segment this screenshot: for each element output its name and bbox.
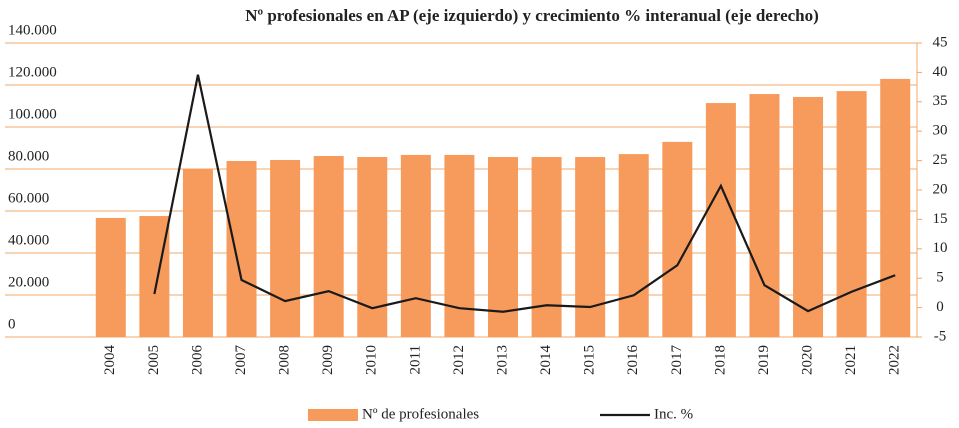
legend-swatch [308, 409, 358, 421]
bar [749, 94, 780, 337]
bar [313, 155, 344, 337]
bar [575, 157, 606, 337]
x-tick-label: 2014 [538, 345, 554, 376]
bar [662, 141, 693, 337]
y2-tick-label: -5 [934, 328, 947, 344]
y-tick-label: 20.000 [8, 274, 49, 290]
x-tick-label: 2019 [756, 345, 772, 375]
y2-tick-label: 35 [933, 93, 948, 109]
x-tick-label: 2020 [799, 345, 815, 375]
x-tick-label: 2021 [843, 345, 859, 375]
x-tick-label: 2007 [233, 345, 249, 376]
bar [836, 91, 867, 337]
x-tick-label: 2013 [494, 345, 510, 375]
y2-tick-label: 30 [933, 123, 948, 139]
bar [793, 96, 824, 337]
y-tick-label: 120.000 [8, 64, 57, 80]
x-tick-label: 2022 [887, 345, 903, 375]
y2-tick-label: 40 [933, 64, 948, 80]
bar [705, 103, 736, 337]
x-tick-label: 2009 [320, 345, 336, 375]
x-tick-label: 2016 [625, 345, 641, 376]
x-tick-label: 2018 [712, 345, 728, 375]
y2-tick-label: 10 [933, 240, 948, 256]
bar [618, 154, 649, 337]
bar [270, 159, 301, 337]
x-tick-label: 2004 [102, 345, 118, 376]
bar [182, 169, 213, 337]
legend-label: Nº de profesionales [362, 406, 479, 422]
bar [488, 157, 518, 337]
legend-label: Inc. % [654, 406, 693, 422]
x-tick-label: 2011 [407, 345, 423, 374]
bar [357, 157, 388, 337]
y-tick-label: 80.000 [8, 148, 49, 164]
bar [95, 217, 126, 337]
x-tick-label: 2012 [451, 345, 467, 375]
x-tick-label: 2010 [364, 345, 380, 375]
y2-tick-label: 45 [933, 34, 948, 50]
x-tick-label: 2006 [189, 345, 205, 376]
y2-tick-label: 15 [933, 211, 948, 227]
bar [531, 157, 562, 337]
x-tick-label: 2005 [146, 345, 162, 375]
chart-title: Nº profesionales en AP (eje izquierdo) y… [245, 6, 819, 25]
bar [400, 154, 431, 337]
y-tick-label: 40.000 [8, 232, 49, 248]
y-tick-label: 100.000 [8, 106, 57, 122]
bar [226, 161, 257, 337]
line [153, 74, 896, 313]
x-tick-label: 2008 [277, 345, 293, 375]
x-tick-label: 2017 [669, 345, 685, 376]
bar [880, 78, 911, 337]
y-tick-label: 60.000 [8, 190, 49, 206]
y2-tick-label: 25 [933, 152, 948, 168]
x-tick-label: 2015 [582, 345, 598, 375]
bar [139, 216, 170, 337]
y-tick-label: 0 [8, 316, 16, 332]
y2-tick-label: 20 [933, 181, 948, 197]
y-tick-label: 140.000 [8, 22, 57, 38]
y2-tick-label: 5 [936, 270, 944, 286]
y2-tick-label: 0 [936, 299, 944, 315]
